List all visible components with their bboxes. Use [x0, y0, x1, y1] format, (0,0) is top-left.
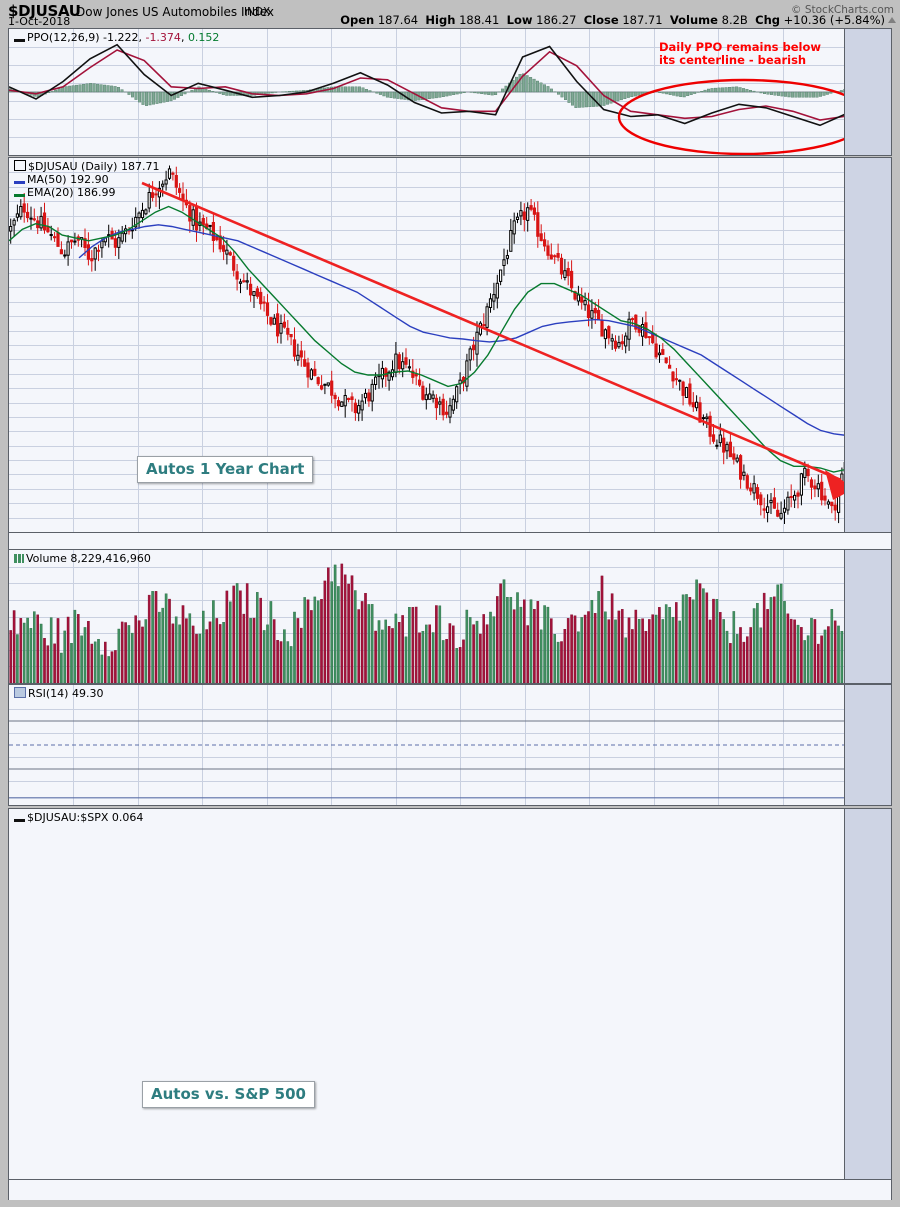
volume-panel: Volume 8,229,416,960 [8, 549, 892, 684]
candlestick-icon [14, 160, 26, 171]
ppo-annotation-line1: Daily PPO remains below [658, 40, 821, 54]
quote-date: 1-Oct-2018 [8, 15, 71, 28]
ema20-legend: EMA(20) 186.99 [14, 186, 116, 199]
open-label: Open [340, 13, 375, 27]
price-y-axis [844, 158, 891, 532]
close-label: Close [583, 13, 619, 27]
ema20-label: EMA(20) [27, 186, 74, 199]
high-label: High [425, 13, 456, 27]
close-value: 187.71 [622, 13, 663, 27]
line-icon [14, 39, 25, 42]
ratio-legend-value: 0.064 [111, 811, 144, 824]
chart-header: $DJUSAU Dow Jones US Automobiles Index I… [0, 0, 900, 28]
date-axis-bottom [8, 1180, 892, 1200]
rsi-y-axis [844, 685, 891, 805]
price-legend-symbol: $DJUSAU (Daily) [28, 160, 118, 173]
ratio-legend: $DJUSAU:$SPX 0.064 [14, 811, 143, 824]
index-name: Dow Jones US Automobiles Index [76, 5, 275, 19]
ema20-value: 186.99 [77, 186, 116, 199]
ticker-symbol[interactable]: $DJUSAU [8, 2, 81, 20]
ratio-plot [9, 809, 891, 1179]
rsi-legend-label: RSI(14) [28, 687, 69, 700]
chg-value: +10.36 (+5.84%) [783, 13, 885, 27]
line-icon [14, 194, 25, 197]
ratio-legend-label: $DJUSAU:$SPX [27, 811, 109, 824]
ppo-signal: -1.374 [145, 31, 181, 44]
volume-label: Volume [669, 13, 718, 27]
ppo-annotation: Daily PPO remains below its centerline -… [659, 41, 821, 67]
ppo-value: -1.222 [103, 31, 139, 44]
line-icon [14, 181, 25, 184]
ppo-legend: PPO(12,26,9) -1.222, -1.374, 0.152 [14, 31, 219, 44]
chg-label: Chg [755, 13, 780, 27]
date-axis-top [8, 533, 892, 553]
volume-plot [9, 550, 891, 683]
rsi-panel: RSI(14) 49.30 [8, 684, 892, 806]
price-plot [9, 158, 891, 532]
rsi-legend-value: 49.30 [71, 687, 104, 700]
ppo-plot [9, 29, 891, 155]
ma50-legend: MA(50) 192.90 [14, 173, 109, 186]
ppo-y-axis [844, 29, 891, 155]
ma50-label: MA(50) [27, 173, 67, 186]
open-value: 187.64 [377, 13, 419, 27]
volume-legend-label: Volume [26, 552, 67, 565]
volume-legend-value: 8,229,416,960 [70, 552, 151, 565]
ratio-y-axis [844, 809, 891, 1179]
exchange-label: INDX [244, 6, 271, 18]
low-label: Low [506, 13, 533, 27]
up-triangle-icon [888, 17, 896, 23]
ppo-hist: 0.152 [187, 31, 220, 44]
price-panel: $DJUSAU (Daily) 187.71 MA(50) 192.90 EMA… [8, 157, 892, 533]
wave-icon [14, 687, 26, 698]
ppo-annotation-line2: its centerline - bearish [658, 53, 807, 67]
price-legend-value: 187.71 [120, 160, 160, 173]
rsi-plot [9, 685, 891, 805]
stockcharts-watermark: © StockCharts.com [791, 4, 894, 16]
volume-legend: Volume 8,229,416,960 [14, 552, 151, 565]
ratio-panel: $DJUSAU:$SPX 0.064 Autos vs. S&P 500 [8, 808, 892, 1180]
volume-y-axis [844, 550, 891, 683]
volume-value: 8.2B [721, 13, 748, 27]
autos-year-chart-note: Autos 1 Year Chart [137, 456, 314, 483]
autos-vs-spx-note: Autos vs. S&P 500 [142, 1081, 315, 1108]
ppo-legend-text: PPO(12,26,9) [27, 31, 100, 44]
price-legend: $DJUSAU (Daily) 187.71 [14, 160, 159, 173]
ppo-panel: PPO(12,26,9) -1.222, -1.374, 0.152 Daily… [8, 28, 892, 156]
ma50-value: 192.90 [70, 173, 109, 186]
low-value: 186.27 [536, 13, 577, 27]
quote-bar: Open 187.64 High 188.41 Low 186.27 Close… [340, 13, 896, 27]
bars-icon [14, 554, 24, 563]
rsi-legend: RSI(14) 49.30 [14, 687, 103, 700]
line-icon [14, 819, 25, 822]
high-value: 188.41 [459, 13, 500, 27]
